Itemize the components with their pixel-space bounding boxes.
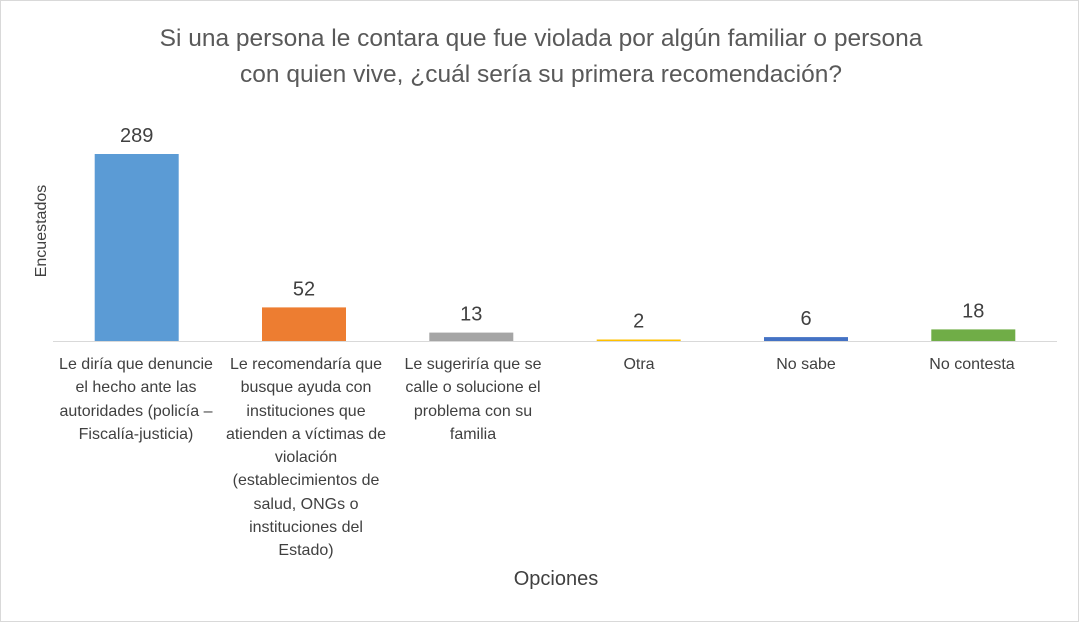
bar-no-contesta — [931, 329, 1016, 341]
category-label-otra: Otra — [623, 356, 655, 373]
bar-otra — [596, 339, 681, 341]
bar-no-sabe — [764, 337, 848, 341]
chart-title: Si una persona le contara que fue violad… — [61, 21, 1021, 93]
bar-callar — [429, 332, 514, 341]
category-label-denunciar: Le diría que denuncie el hecho ante las … — [59, 356, 213, 443]
chart-title-line-2: con quien vive, ¿cuál sería su primera r… — [240, 61, 842, 88]
category-label-no-sabe: No sabe — [776, 356, 836, 373]
category-label-no-contesta: No contesta — [929, 356, 1015, 373]
data-label-otra: 2 — [633, 311, 644, 333]
data-label-denunciar: 289 — [120, 125, 153, 147]
data-label-callar: 13 — [460, 304, 482, 326]
category-label-callar: Le sugeriría que se calle o solucione el… — [404, 356, 542, 443]
chart-title-line-1: Si una persona le contara que fue violad… — [159, 25, 923, 52]
data-label-no-contesta: 18 — [962, 300, 984, 322]
data-label-no-sabe: 6 — [800, 308, 811, 330]
bar-buscar-ayuda — [262, 307, 346, 341]
data-label-buscar-ayuda: 52 — [293, 278, 315, 300]
x-axis-title: Opciones — [513, 568, 599, 590]
category-label-buscar-ayuda: Le recomendaría que busque ayuda con ins… — [225, 356, 387, 560]
bar-denunciar — [94, 154, 179, 341]
